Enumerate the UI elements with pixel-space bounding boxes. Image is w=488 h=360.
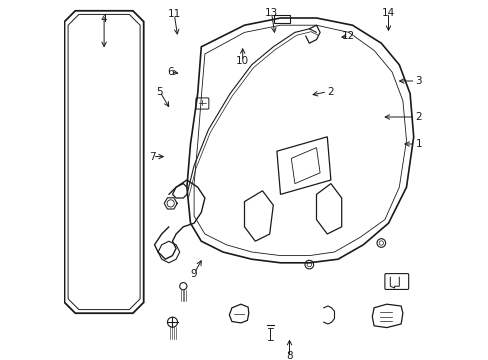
Text: 2: 2: [415, 112, 421, 122]
Text: 9: 9: [190, 269, 197, 279]
Text: 11: 11: [167, 9, 181, 19]
Text: 1: 1: [415, 139, 421, 149]
Text: 13: 13: [264, 8, 278, 18]
Text: 12: 12: [342, 31, 355, 41]
Text: 5: 5: [156, 87, 163, 97]
Text: 7: 7: [149, 152, 156, 162]
Text: 3: 3: [415, 76, 421, 86]
Text: 14: 14: [381, 8, 394, 18]
Text: 10: 10: [236, 56, 249, 66]
Text: 8: 8: [285, 351, 292, 360]
Text: 2: 2: [326, 87, 333, 97]
Text: 4: 4: [101, 14, 107, 24]
Text: 6: 6: [167, 67, 174, 77]
